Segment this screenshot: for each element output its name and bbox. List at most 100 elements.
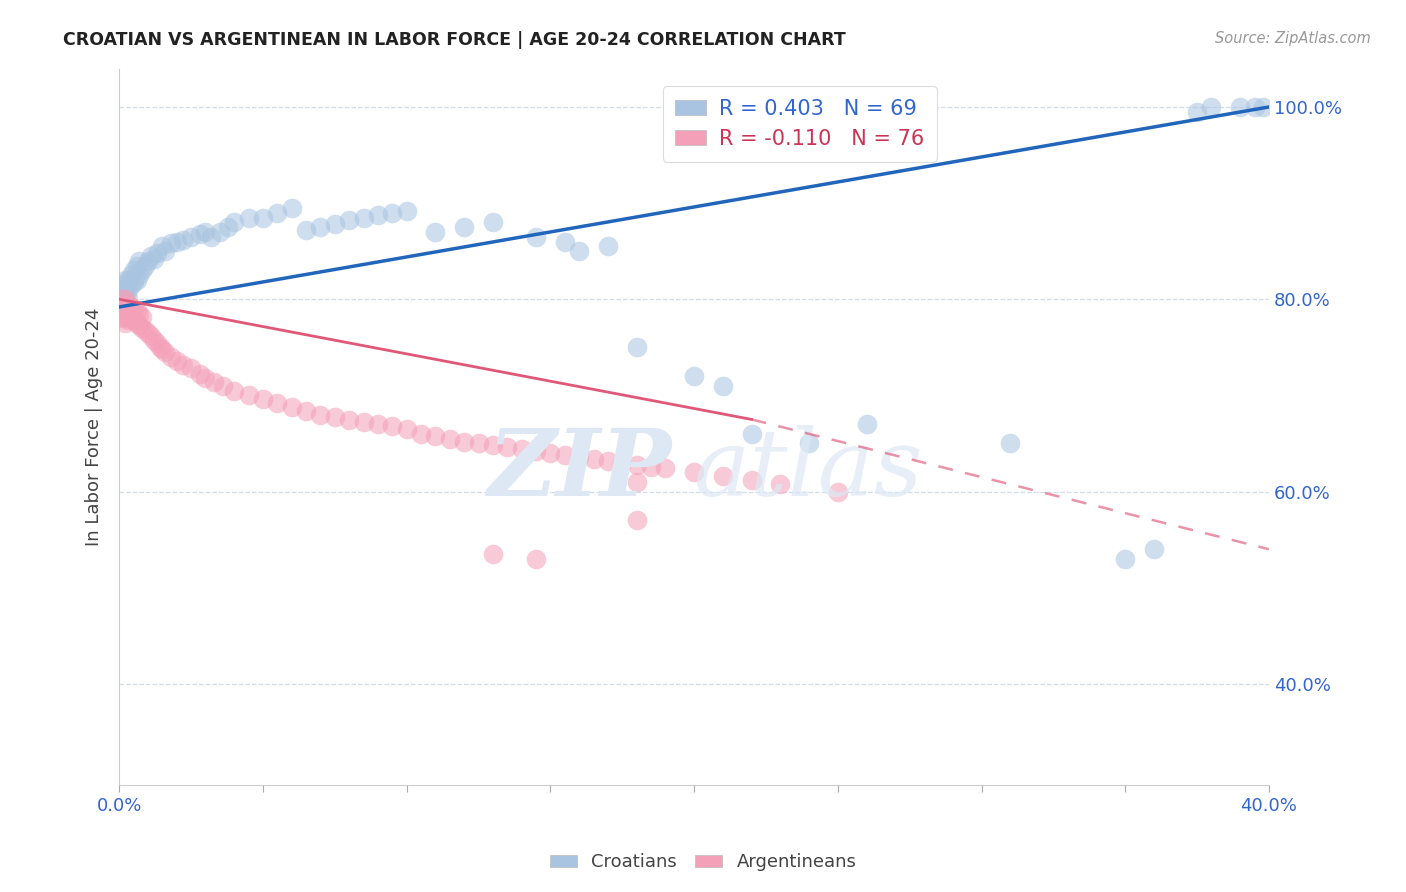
- Point: [134, 259, 156, 273]
- Point: [596, 239, 619, 253]
- Point: [367, 417, 389, 432]
- Point: [145, 246, 167, 260]
- Point: [612, 456, 634, 470]
- Point: [453, 220, 475, 235]
- Point: [554, 448, 576, 462]
- Point: [139, 249, 162, 263]
- Point: [122, 301, 145, 316]
- Point: [309, 408, 332, 422]
- Point: [482, 438, 505, 452]
- Point: [683, 369, 706, 384]
- Point: [538, 446, 561, 460]
- Point: [150, 239, 173, 253]
- Point: [439, 432, 461, 446]
- Point: [683, 465, 706, 479]
- Point: [120, 268, 142, 283]
- Point: [208, 225, 231, 239]
- Point: [323, 217, 346, 231]
- Point: [128, 318, 150, 333]
- Point: [425, 225, 447, 239]
- Point: [395, 203, 418, 218]
- Point: [1143, 542, 1166, 557]
- Point: [180, 361, 202, 376]
- Point: [117, 292, 139, 306]
- Point: [568, 450, 591, 464]
- Point: [128, 268, 150, 283]
- Point: [125, 259, 148, 273]
- Point: [524, 551, 547, 566]
- Point: [218, 220, 240, 235]
- Point: [136, 253, 159, 268]
- Point: [323, 409, 346, 424]
- Point: [554, 235, 576, 249]
- Point: [125, 316, 148, 330]
- Point: [166, 235, 188, 249]
- Point: [367, 208, 389, 222]
- Point: [266, 205, 288, 219]
- Text: CROATIAN VS ARGENTINEAN IN LABOR FORCE | AGE 20-24 CORRELATION CHART: CROATIAN VS ARGENTINEAN IN LABOR FORCE |…: [63, 31, 846, 49]
- Point: [626, 458, 648, 472]
- Point: [111, 292, 134, 306]
- Point: [453, 434, 475, 449]
- Point: [131, 321, 153, 335]
- Point: [114, 292, 136, 306]
- Point: [114, 301, 136, 316]
- Point: [114, 316, 136, 330]
- Point: [266, 396, 288, 410]
- Point: [568, 244, 591, 259]
- Text: Source: ZipAtlas.com: Source: ZipAtlas.com: [1215, 31, 1371, 46]
- Point: [654, 461, 676, 475]
- Point: [211, 378, 233, 392]
- Point: [640, 459, 662, 474]
- Point: [224, 384, 246, 398]
- Point: [510, 442, 533, 457]
- Point: [155, 244, 177, 259]
- Point: [148, 340, 170, 354]
- Point: [131, 263, 153, 277]
- Point: [145, 336, 167, 351]
- Point: [524, 229, 547, 244]
- Point: [496, 440, 519, 454]
- Point: [395, 422, 418, 436]
- Point: [155, 345, 177, 359]
- Point: [131, 310, 153, 324]
- Point: [381, 419, 404, 434]
- Point: [122, 313, 145, 327]
- Point: [136, 326, 159, 340]
- Point: [114, 273, 136, 287]
- Point: [280, 201, 302, 215]
- Point: [238, 388, 260, 402]
- Point: [309, 220, 332, 235]
- Point: [134, 323, 156, 337]
- Point: [797, 436, 820, 450]
- Point: [160, 350, 183, 364]
- Point: [1114, 551, 1136, 566]
- Point: [111, 277, 134, 292]
- Point: [111, 283, 134, 297]
- Text: ZIP: ZIP: [486, 425, 671, 515]
- Point: [117, 283, 139, 297]
- Point: [769, 476, 792, 491]
- Point: [353, 415, 375, 429]
- Point: [160, 236, 183, 251]
- Point: [224, 215, 246, 229]
- Point: [1000, 436, 1022, 450]
- Point: [467, 436, 489, 450]
- Point: [142, 252, 165, 266]
- Point: [117, 313, 139, 327]
- Point: [122, 263, 145, 277]
- Point: [626, 475, 648, 489]
- Point: [120, 300, 142, 314]
- Point: [1251, 100, 1274, 114]
- Point: [188, 368, 211, 382]
- Point: [741, 473, 763, 487]
- Legend: R = 0.403   N = 69, R = -0.110   N = 76: R = 0.403 N = 69, R = -0.110 N = 76: [662, 87, 936, 161]
- Point: [200, 229, 222, 244]
- Point: [252, 211, 274, 225]
- Point: [111, 301, 134, 316]
- Point: [524, 444, 547, 458]
- Point: [482, 215, 505, 229]
- Point: [409, 426, 432, 441]
- Point: [1229, 100, 1251, 114]
- Point: [114, 301, 136, 316]
